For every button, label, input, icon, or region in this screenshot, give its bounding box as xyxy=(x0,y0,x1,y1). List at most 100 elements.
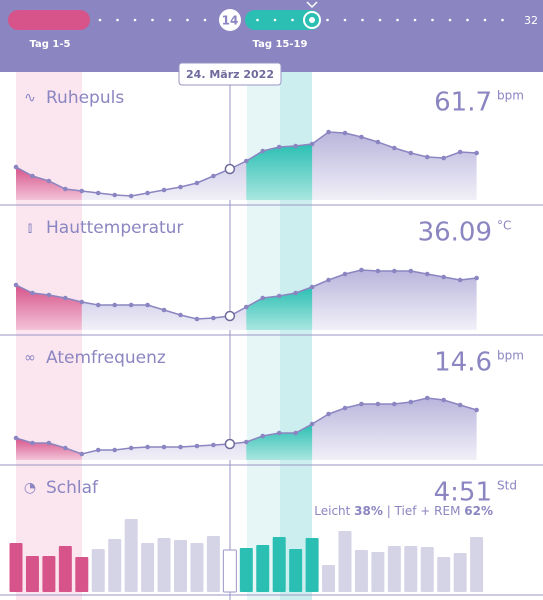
point xyxy=(276,430,282,436)
timeline-dot xyxy=(378,18,382,22)
point xyxy=(244,158,249,164)
area-teal xyxy=(246,144,313,200)
breakdown-part: Leicht xyxy=(314,504,354,518)
point xyxy=(178,312,183,318)
panel-unit: bpm xyxy=(497,349,524,363)
point xyxy=(392,401,397,407)
point xyxy=(211,315,216,321)
panel-unit: °C xyxy=(497,219,511,233)
panel-title: Atemfrequenz xyxy=(46,348,166,368)
bar xyxy=(206,536,220,592)
range-pill-2 xyxy=(245,10,321,30)
point xyxy=(392,268,397,274)
bar xyxy=(9,543,23,592)
point xyxy=(128,193,134,199)
point xyxy=(79,451,85,457)
point xyxy=(342,130,348,136)
panels: ∿ Ruhepuls 61.7 bpm ⫾ Hauttemperatur 36.09 °C ∞ A… xyxy=(0,88,543,596)
selected-day-label: 14 xyxy=(222,14,239,28)
bar xyxy=(157,538,171,592)
point xyxy=(474,407,479,413)
point xyxy=(128,445,134,451)
timeline-dot xyxy=(133,18,137,22)
point xyxy=(112,447,117,453)
point xyxy=(309,284,315,290)
point xyxy=(474,150,479,156)
point xyxy=(194,316,200,322)
bar xyxy=(404,546,418,592)
ovulation-dot xyxy=(309,17,315,23)
point-selected xyxy=(224,438,236,450)
bar xyxy=(42,556,56,592)
bar xyxy=(108,539,122,592)
bar xyxy=(25,556,39,592)
selected-day[interactable] xyxy=(219,9,241,31)
point xyxy=(260,148,266,154)
sleep-breakdown: Leicht 38% | Tief + REM 62% xyxy=(314,504,493,518)
point xyxy=(194,443,200,449)
range-pill-1 xyxy=(8,10,90,30)
timeline-dot xyxy=(483,18,487,22)
point xyxy=(293,143,298,149)
point xyxy=(161,307,167,313)
point xyxy=(408,268,414,274)
point xyxy=(95,190,101,196)
panel-unit: bpm xyxy=(497,89,524,103)
bar xyxy=(239,548,253,592)
timeline-dot xyxy=(431,18,434,22)
range-label: Tag 1-5 xyxy=(30,39,71,50)
panel-value: 4:51 xyxy=(434,478,492,508)
range-label: Tag 15-19 xyxy=(253,39,308,50)
point xyxy=(112,192,117,198)
point xyxy=(276,144,282,150)
bar xyxy=(222,549,237,593)
point xyxy=(342,405,348,411)
area xyxy=(16,398,477,460)
timeline-dot xyxy=(168,18,172,22)
panel-value: 14.6 xyxy=(434,348,492,378)
bar xyxy=(437,557,451,592)
point xyxy=(441,155,447,161)
point xyxy=(309,141,315,147)
timeline-dot xyxy=(396,18,399,22)
timeline-dot xyxy=(203,18,207,22)
point xyxy=(161,187,167,193)
timeline-dot xyxy=(256,18,259,22)
point xyxy=(13,164,19,170)
bar xyxy=(453,553,467,592)
timeline-dot xyxy=(448,18,452,22)
point xyxy=(211,173,216,179)
point xyxy=(13,435,19,441)
point xyxy=(375,401,381,407)
point xyxy=(30,290,35,296)
point xyxy=(359,267,364,273)
point xyxy=(424,395,430,401)
timeline-dot xyxy=(273,18,277,22)
point xyxy=(326,277,331,283)
point xyxy=(46,440,52,446)
bar xyxy=(470,537,484,592)
bar xyxy=(190,543,204,592)
point xyxy=(161,444,167,450)
bar xyxy=(322,565,336,592)
bar xyxy=(141,543,155,592)
point xyxy=(46,292,52,298)
timeline-dot xyxy=(151,18,154,22)
point-selected xyxy=(224,163,236,175)
point xyxy=(260,295,266,301)
point xyxy=(145,190,150,196)
timeline-dot xyxy=(116,18,119,22)
point xyxy=(408,399,414,405)
timeline-dot xyxy=(466,18,469,22)
point-selected xyxy=(224,310,236,322)
breakdown-part: | Tief + REM xyxy=(383,504,464,518)
point xyxy=(30,440,35,446)
panel-icon: ◔ xyxy=(24,480,36,496)
point xyxy=(424,154,430,160)
point xyxy=(392,145,397,151)
bar xyxy=(75,557,89,592)
breakdown-part: 62% xyxy=(464,504,493,518)
point xyxy=(211,442,216,448)
bar xyxy=(354,550,368,592)
